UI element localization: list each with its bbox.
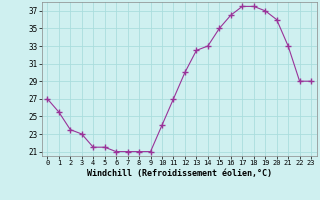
X-axis label: Windchill (Refroidissement éolien,°C): Windchill (Refroidissement éolien,°C): [87, 169, 272, 178]
